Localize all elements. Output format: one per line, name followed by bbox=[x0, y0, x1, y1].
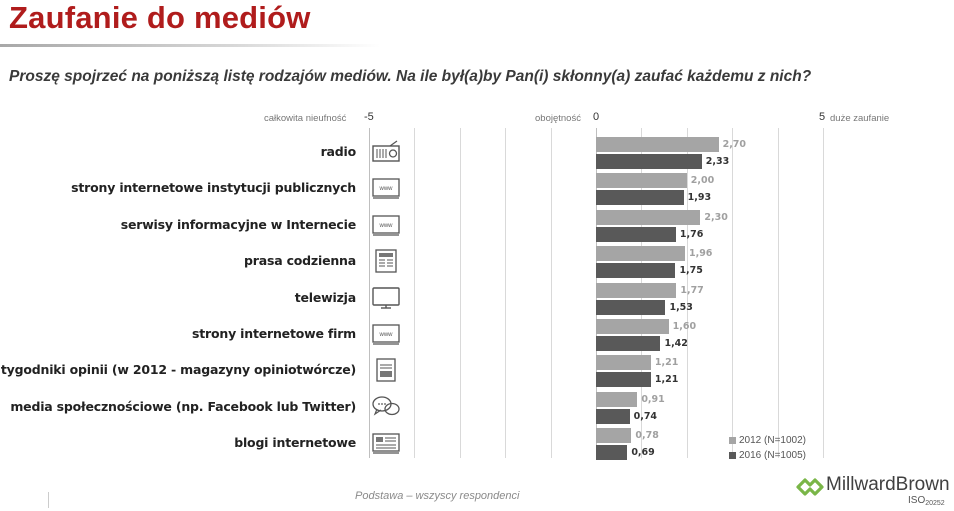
bar-2012 bbox=[596, 391, 638, 407]
legend-swatch-2012 bbox=[729, 437, 736, 444]
scale-right-word: duże zaufanie bbox=[830, 113, 890, 124]
iso-label: ISO bbox=[908, 495, 926, 506]
scale-right-number: 5 bbox=[819, 111, 826, 123]
bar-2016 bbox=[596, 408, 630, 424]
data-label-2016: 1,53 bbox=[669, 301, 693, 313]
www-icon: www bbox=[370, 212, 402, 238]
svg-text:www: www bbox=[379, 223, 394, 229]
svg-text:www: www bbox=[379, 186, 394, 192]
radio-icon bbox=[370, 139, 402, 165]
www-icon: www bbox=[370, 321, 402, 347]
data-label-2016: 1,21 bbox=[654, 374, 679, 386]
grid-line bbox=[460, 128, 461, 458]
category-label: serwisy informacyjne w Internecie bbox=[120, 216, 356, 232]
grid-line bbox=[505, 128, 506, 458]
scale-left-word: całkowita nieufność bbox=[264, 113, 347, 124]
millward-brown-logo: MillwardBrown ISO20252 bbox=[796, 472, 952, 510]
blog-icon bbox=[370, 430, 402, 456]
grid-line bbox=[551, 128, 552, 458]
category-label: telewizja bbox=[294, 289, 356, 305]
grid-line bbox=[778, 128, 779, 458]
bar-2012 bbox=[596, 319, 669, 334]
iso-badge: ISO20252 bbox=[908, 495, 945, 507]
bar-2012 bbox=[596, 355, 651, 371]
footer-divider bbox=[48, 492, 49, 508]
legend-label-2012: 2012 (N=1002) bbox=[739, 435, 806, 446]
category-label: strony internetowe instytucji publicznyc… bbox=[71, 180, 356, 196]
data-label-2012: 1,96 bbox=[688, 248, 713, 260]
survey-question: Proszę spojrzeć na poniższą listę rodzaj… bbox=[9, 68, 812, 85]
www-icon: www bbox=[370, 175, 402, 201]
iso-number: 20252 bbox=[925, 500, 945, 507]
newspaper-icon bbox=[370, 248, 402, 274]
grid-line bbox=[732, 128, 733, 458]
data-label-2012: 2,70 bbox=[722, 139, 747, 150]
bar-2016 bbox=[596, 154, 702, 169]
bar-2016 bbox=[596, 445, 628, 461]
bar-2016 bbox=[596, 263, 676, 279]
bar-2012 bbox=[596, 282, 677, 298]
chart-legend: 2012 (N=1002) 2016 (N=1005) bbox=[729, 433, 806, 463]
data-label-2016: 0,69 bbox=[631, 447, 655, 459]
data-label-2016: 1,75 bbox=[679, 265, 703, 277]
category-label: prasa codzienna bbox=[244, 253, 356, 269]
data-label-2012: 1,77 bbox=[680, 284, 704, 296]
category-label: strony internetowe firm bbox=[192, 326, 356, 341]
svg-text:www: www bbox=[379, 332, 394, 338]
data-label-2012: 1,21 bbox=[654, 357, 679, 369]
bar-2016 bbox=[596, 372, 651, 388]
data-label-2012: 2,30 bbox=[704, 211, 728, 223]
data-label-2016: 2,33 bbox=[705, 156, 730, 167]
data-label-2012: 0,78 bbox=[635, 430, 659, 442]
category-label: media społecznościowe (np. Facebook lub … bbox=[10, 398, 356, 414]
data-label-2016: 1,93 bbox=[687, 192, 712, 204]
legend-label-2016: 2016 (N=1005) bbox=[739, 450, 806, 461]
millward-brown-mark-icon bbox=[796, 478, 824, 496]
bar-2016 bbox=[596, 336, 661, 351]
data-label-2012: 1,60 bbox=[672, 321, 697, 332]
footer-note: Podstawa – wszyscy respondenci bbox=[355, 490, 520, 502]
bar-2016 bbox=[596, 190, 684, 206]
data-label-2012: 0,91 bbox=[641, 393, 665, 405]
grid-line bbox=[414, 128, 415, 458]
bar-2012 bbox=[596, 173, 687, 189]
bar-2012 bbox=[596, 246, 685, 262]
grid-line bbox=[823, 128, 824, 458]
title-underline bbox=[0, 44, 380, 47]
bar-2016 bbox=[596, 299, 666, 315]
brand-name: MillwardBrown bbox=[826, 474, 950, 495]
grid-line bbox=[687, 128, 688, 458]
scale-left-number: -5 bbox=[364, 111, 374, 123]
data-label-2016: 1,76 bbox=[679, 228, 704, 240]
category-label: blogi internetowe bbox=[234, 435, 356, 451]
page-title: Zaufanie do mediów bbox=[9, 0, 311, 35]
data-label-2012: 2,00 bbox=[690, 175, 715, 187]
bar-2016 bbox=[596, 226, 676, 242]
category-label: tygodniki opinii (w 2012 - magazyny opin… bbox=[0, 362, 356, 378]
speech-bubbles-icon bbox=[370, 394, 402, 420]
legend-item-2012: 2012 (N=1002) bbox=[729, 433, 806, 448]
scale-mid-number: 0 bbox=[593, 111, 600, 123]
bar-2012 bbox=[596, 428, 632, 444]
bar-2012 bbox=[596, 209, 701, 225]
scale-mid-word: obojętność bbox=[535, 113, 581, 124]
legend-item-2016: 2016 (N=1005) bbox=[729, 448, 806, 463]
legend-swatch-2016 bbox=[729, 452, 736, 459]
data-label-2016: 1,42 bbox=[664, 338, 688, 349]
bar-2012 bbox=[596, 137, 719, 152]
grid-line bbox=[369, 128, 370, 458]
category-label: radio bbox=[320, 144, 357, 159]
data-label-2016: 0,74 bbox=[633, 410, 658, 422]
magazine-icon bbox=[370, 357, 402, 383]
tv-icon bbox=[370, 285, 402, 311]
